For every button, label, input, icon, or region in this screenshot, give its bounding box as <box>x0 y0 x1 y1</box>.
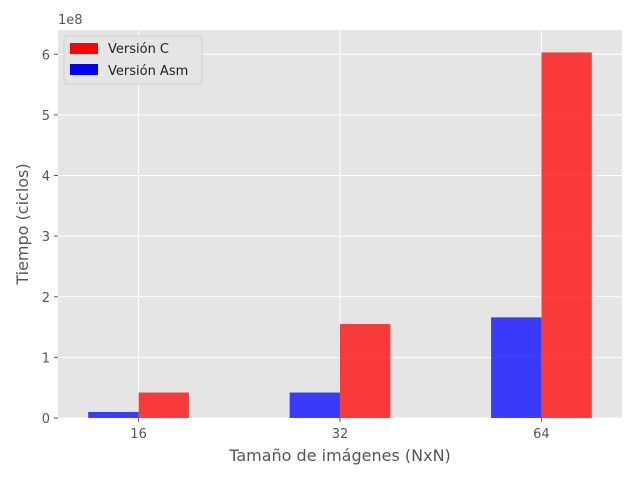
y-tick-label: 5 <box>42 109 50 124</box>
y-tick-label: 2 <box>42 291 50 306</box>
legend-box <box>63 35 203 85</box>
x-tick-label: 64 <box>533 427 550 442</box>
y-tick-label: 6 <box>42 48 50 63</box>
bar-asm-64 <box>491 317 542 418</box>
y-tick-labels: 0 1 2 3 4 5 6 <box>42 48 58 427</box>
y-tick-label: 3 <box>42 230 50 245</box>
x-tick-label: 16 <box>130 427 147 442</box>
bar-c-64 <box>541 52 592 419</box>
legend-label-version-c: Versión C <box>108 42 169 57</box>
legend-swatch-version-asm <box>70 64 98 75</box>
x-tick-label: 32 <box>332 427 349 442</box>
y-axis-label: Tiempo (ciclos) <box>13 163 32 285</box>
legend-swatch-version-c <box>70 43 98 54</box>
x-axis-label: Tamaño de imágenes (NxN) <box>228 446 451 465</box>
x-tick-labels: 16 32 64 <box>130 418 550 442</box>
y-offset-label: 1e8 <box>58 13 83 28</box>
bar-c-16 <box>138 392 189 418</box>
bar-asm-16 <box>88 411 139 418</box>
bar-asm-32 <box>289 392 340 418</box>
legend: Versión C Versión Asm <box>63 35 203 85</box>
bar-c-32 <box>340 324 391 418</box>
y-tick-label: 1 <box>42 351 50 366</box>
bars <box>88 52 592 419</box>
legend-label-version-asm: Versión Asm <box>108 64 188 79</box>
y-tick-label: 0 <box>42 412 50 427</box>
y-tick-label: 4 <box>42 170 50 185</box>
